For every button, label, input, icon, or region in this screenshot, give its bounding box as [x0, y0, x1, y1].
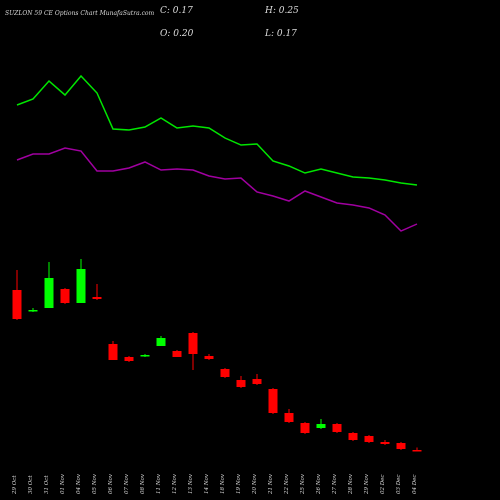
- x-tick-label: 01 Nov: [60, 473, 66, 494]
- x-tick-label: 28 Nov: [348, 473, 354, 495]
- ma-line: [16, 74, 418, 186]
- x-tick-label: 13 Nov: [188, 473, 194, 494]
- x-tick-label: 07 Nov: [124, 473, 130, 494]
- ohlc-label: O: 0.20: [160, 29, 194, 39]
- x-tick-label: 05 Nov: [92, 473, 98, 494]
- candle-body: [300, 423, 310, 433]
- candle-body: [236, 380, 246, 387]
- candle-body: [396, 443, 406, 449]
- x-tick-label: 29 Oct: [12, 475, 18, 495]
- chart-title: SUZLON 59 CE Options Chart MunafaSutra.c…: [5, 10, 155, 17]
- x-tick-label: 12 Nov: [172, 473, 178, 494]
- candle-body: [252, 379, 262, 384]
- x-tick-label: 18 Nov: [220, 473, 226, 494]
- x-tick-label: 14 Nov: [204, 473, 210, 494]
- candle-body: [92, 297, 102, 299]
- x-tick-label: 20 Nov: [252, 473, 258, 495]
- x-tick-label: 29 Nov: [364, 473, 370, 495]
- candle-body: [316, 424, 326, 428]
- ohlc-label: H: 0.25: [264, 6, 299, 16]
- candle-body: [220, 369, 230, 377]
- candle-body: [156, 338, 166, 346]
- candle-body: [108, 344, 118, 360]
- x-tick-label: 26 Nov: [316, 473, 322, 495]
- candle-body: [44, 278, 54, 308]
- x-tick-label: 11 Nov: [156, 473, 162, 494]
- candle-body: [12, 290, 22, 319]
- candle-body: [60, 289, 70, 303]
- x-tick-label: 04 Nov: [76, 473, 82, 494]
- candle-body: [140, 355, 150, 357]
- candle-body: [284, 413, 294, 422]
- candle-body: [332, 424, 342, 432]
- ma-line: [16, 147, 418, 232]
- x-tick-label: 08 Nov: [140, 473, 146, 494]
- x-tick-label: 06 Nov: [108, 473, 114, 494]
- ohlc-label: L: 0.17: [264, 29, 297, 39]
- x-tick-label: 21 Nov: [268, 473, 274, 495]
- candle-body: [268, 389, 278, 413]
- x-tick-label: 04 Dec: [412, 475, 418, 495]
- candle-body: [380, 442, 390, 444]
- candle-body: [348, 433, 358, 440]
- candle-body: [28, 310, 38, 312]
- x-tick-label: 02 Dec: [380, 475, 386, 495]
- candle-body: [188, 333, 198, 354]
- candle-body: [124, 357, 134, 361]
- x-tick-label: 22 Nov: [284, 473, 290, 495]
- ohlc-label: C: 0.17: [160, 6, 193, 16]
- x-tick-label: 25 Nov: [300, 473, 306, 495]
- candle-body: [172, 351, 182, 357]
- x-tick-label: 19 Nov: [236, 473, 242, 494]
- candle-body: [204, 356, 214, 359]
- candle-body: [76, 269, 86, 303]
- x-tick-label: 27 Nov: [332, 473, 338, 495]
- candle-body: [364, 436, 374, 442]
- x-tick-label: 30 Oct: [28, 475, 34, 494]
- x-tick-label: 03 Dec: [396, 475, 402, 495]
- candle-body: [412, 450, 422, 452]
- x-tick-label: 31 Oct: [44, 475, 50, 494]
